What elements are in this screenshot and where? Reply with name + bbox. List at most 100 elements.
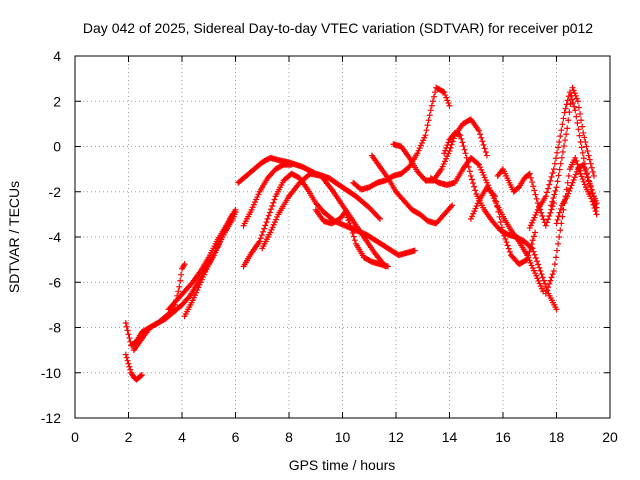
data-point [573, 95, 580, 102]
data-point [593, 211, 600, 218]
data-point [551, 160, 558, 167]
data-point [550, 195, 557, 202]
x-tick-label: 8 [285, 429, 293, 445]
data-point [538, 271, 545, 278]
data-point [344, 214, 351, 221]
data-point [549, 198, 556, 205]
data-point [556, 234, 563, 240]
data-point [269, 202, 276, 209]
data-point [572, 107, 579, 114]
data-point [257, 235, 264, 242]
data-point [571, 90, 578, 97]
x-tick-labels: 0 2 4 6 8 10 12 14 16 18 20 [71, 429, 618, 445]
data-point [270, 199, 277, 206]
data-point [572, 171, 579, 178]
data-point [461, 146, 468, 153]
series-arc-5 [165, 211, 236, 313]
data-point [533, 195, 540, 202]
data-point [588, 164, 595, 171]
data-point [580, 129, 587, 136]
data-point [258, 232, 265, 239]
data-point [592, 208, 599, 215]
data-point [170, 306, 177, 313]
data-point [540, 277, 547, 284]
data-point [351, 237, 358, 244]
data-point [443, 94, 450, 101]
data-point [557, 133, 564, 140]
data-point [491, 193, 498, 200]
data-point [178, 271, 185, 278]
data-point [500, 229, 506, 236]
data-point [506, 248, 513, 255]
y-tick-label: 0 [53, 139, 61, 155]
data-point [424, 122, 431, 129]
data-point [531, 187, 538, 194]
series-arc-10 [312, 206, 391, 270]
data-point [580, 178, 587, 185]
data-point [551, 191, 558, 198]
data-point [560, 206, 567, 213]
series-arc-21 [553, 161, 600, 227]
data-point [582, 138, 589, 145]
data-point [422, 132, 429, 139]
data-point [550, 267, 557, 274]
y-tick-labels: 4 2 0 -2 -4 -6 -8 -10 -12 [41, 48, 61, 426]
data-point [572, 92, 579, 99]
data-point [229, 211, 236, 218]
data-point [442, 147, 449, 154]
data-point [525, 252, 532, 259]
data-point [384, 263, 391, 270]
data-point [554, 178, 561, 185]
y-tick-label: 2 [53, 93, 61, 109]
data-point [579, 123, 586, 130]
data-point [440, 88, 447, 95]
data-point [479, 138, 486, 145]
x-tick-label: 12 [388, 429, 404, 445]
x-tick-label: 16 [495, 429, 511, 445]
data-point [490, 191, 497, 198]
data-point [589, 198, 596, 205]
data-point [560, 115, 567, 122]
data-point [556, 209, 563, 216]
data-point [589, 168, 596, 175]
data-point [547, 277, 554, 284]
data-point [443, 144, 450, 151]
data-point [481, 145, 488, 152]
series-arc-17 [494, 166, 557, 229]
data-point [122, 319, 129, 326]
data-point [542, 193, 549, 200]
data-point [550, 166, 557, 173]
data-point [581, 164, 588, 171]
data-point [534, 258, 541, 265]
data-point [552, 254, 559, 261]
data-point [441, 150, 448, 157]
x-tick-label: 20 [602, 429, 618, 445]
data-point [549, 170, 556, 177]
data-point [586, 156, 593, 163]
data-point [126, 335, 133, 342]
data-point [482, 148, 489, 155]
data-point [474, 160, 481, 167]
data-point [501, 232, 508, 239]
data-point [552, 155, 559, 162]
x-tick-label: 18 [549, 429, 565, 445]
data-point [265, 212, 272, 219]
data-point [349, 229, 356, 236]
data-point [177, 277, 184, 284]
data-point [494, 203, 501, 210]
data-point [565, 117, 572, 124]
data-point [586, 180, 593, 187]
data-point [493, 198, 500, 205]
data-point [578, 117, 585, 124]
x-tick-label: 2 [125, 429, 133, 445]
data-point [262, 222, 269, 229]
data-point [343, 211, 350, 218]
data-point [549, 271, 556, 278]
data-point [569, 84, 576, 91]
data-point [496, 213, 503, 220]
data-point [564, 193, 571, 200]
data-point [498, 224, 505, 231]
data-point [536, 264, 543, 271]
data-point [557, 227, 564, 234]
data-point [347, 222, 354, 229]
